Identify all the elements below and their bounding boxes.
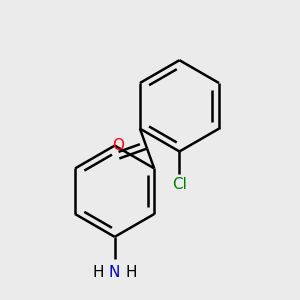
Text: H: H [93,265,104,280]
Text: Cl: Cl [172,177,187,192]
Text: O: O [112,138,124,153]
Text: N: N [109,265,120,280]
Text: H: H [125,265,136,280]
